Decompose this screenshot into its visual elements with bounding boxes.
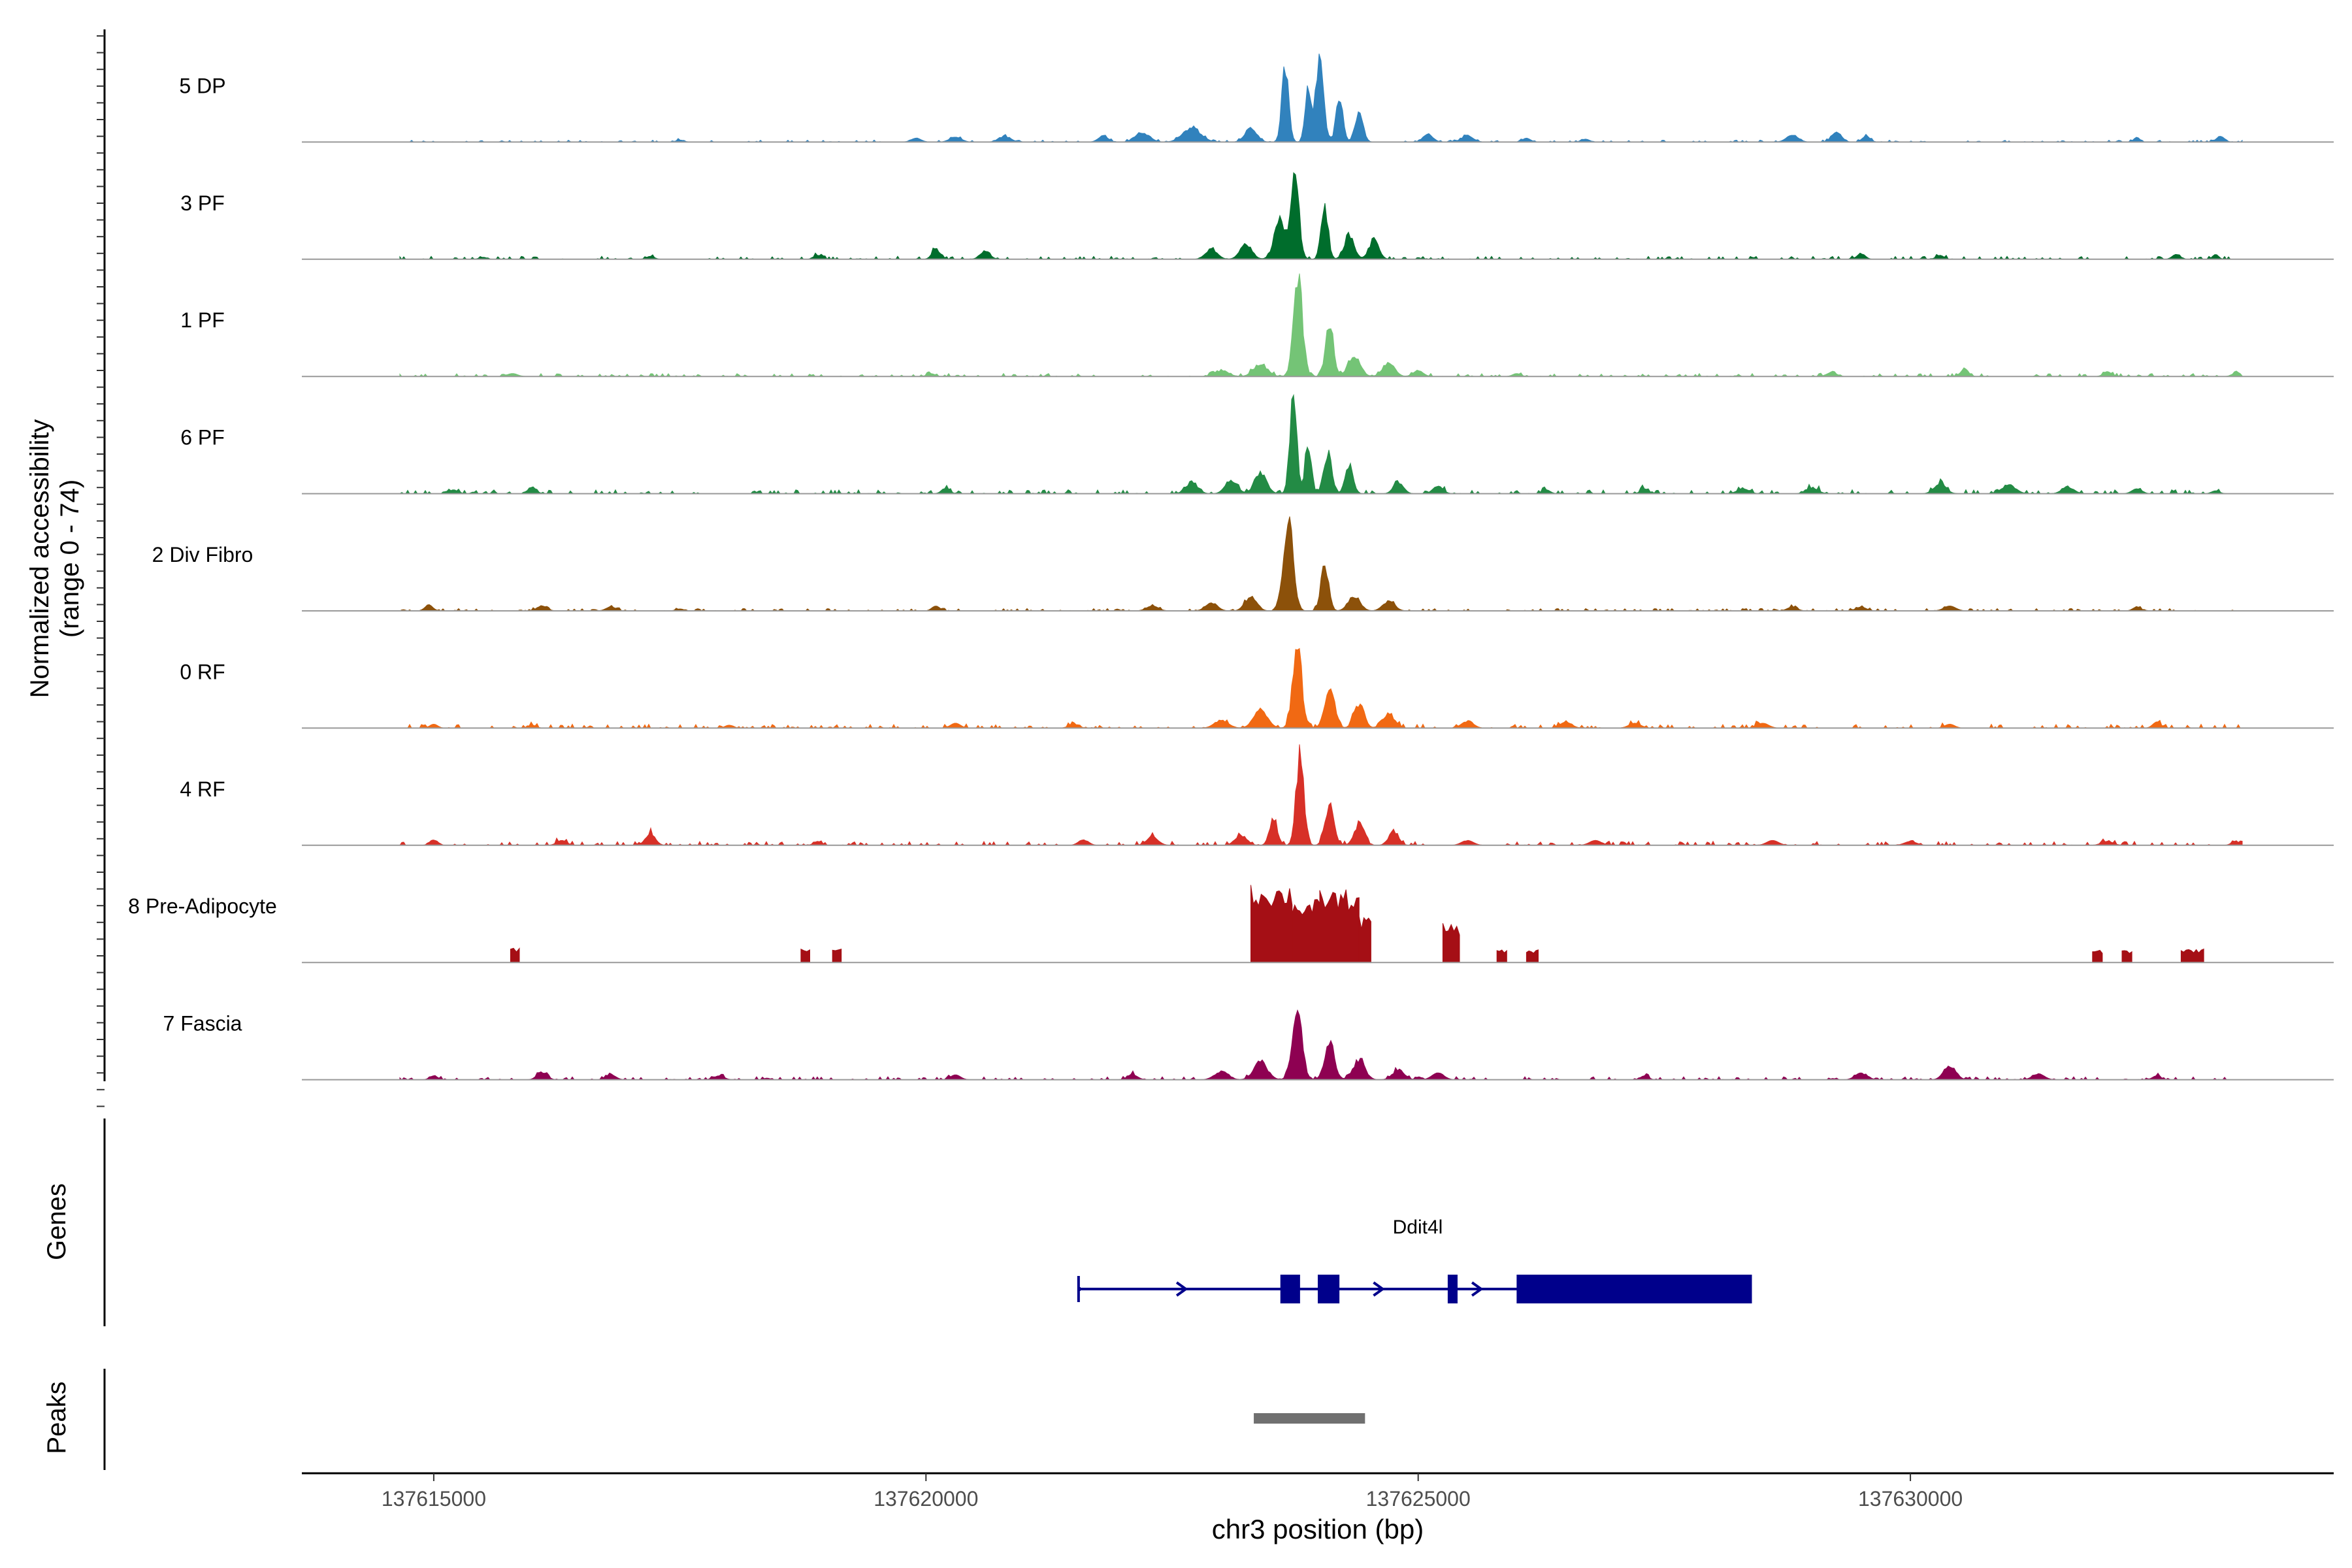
track-1-pf: 1 PF xyxy=(180,273,2334,378)
x-tick-label: 137615000 xyxy=(382,1487,486,1511)
peaks-panel: Peaks xyxy=(42,1369,1365,1470)
track-7-fascia: 7 Fascia xyxy=(163,1009,2334,1081)
gene-model-ddit4l xyxy=(1077,1275,1752,1303)
coverage-area-4-rf xyxy=(399,744,2243,846)
x-axis-title: chr3 position (bp) xyxy=(1212,1514,1424,1544)
track-3-pf: 3 PF xyxy=(180,172,2334,260)
coverage-area-8-pre-adipocyte xyxy=(510,885,2204,963)
track-4-rf: 4 RF xyxy=(180,744,2334,846)
gene-exon xyxy=(1516,1275,1752,1303)
track-label-0-rf: 0 RF xyxy=(180,660,225,683)
gene-exon xyxy=(1447,1275,1458,1303)
gene-strand-arrow xyxy=(1471,1281,1484,1297)
track-label-7-fascia: 7 Fascia xyxy=(163,1012,242,1036)
gene-exon xyxy=(1078,1287,1081,1291)
x-tick-label: 137630000 xyxy=(1858,1487,1963,1511)
gene-name-label: Ddit4l xyxy=(1393,1217,1443,1238)
x-axis: 137615000 137620000 137625000 137630000 chr… xyxy=(302,1472,2334,1544)
coverage-axis xyxy=(97,29,106,1107)
peak-region xyxy=(1254,1413,1365,1424)
x-tick-label: 137620000 xyxy=(874,1487,978,1511)
peaks-track-label: Peaks xyxy=(42,1381,71,1454)
track-6-pf: 6 PF xyxy=(180,393,2334,495)
track-5-dp: 5 DP xyxy=(179,54,2334,143)
x-tick-label: 137625000 xyxy=(1366,1487,1471,1511)
y-axis-label: Normalized accessibility xyxy=(25,419,54,698)
track-label-3-pf: 3 PF xyxy=(180,191,225,215)
track-label-4-rf: 4 RF xyxy=(180,777,225,801)
coverage-area-7-fascia xyxy=(399,1009,2242,1081)
track-label-6-pf: 6 PF xyxy=(180,426,225,449)
track-label-2-div-fibro: 2 Div Fibro xyxy=(152,543,253,566)
y-axis-label-range: (range 0 - 74) xyxy=(56,480,84,638)
gene-strand-arrow xyxy=(1373,1281,1385,1297)
genes-panel: Genes Ddit4l xyxy=(42,1119,1752,1326)
gene-strand-arrow xyxy=(1175,1281,1188,1297)
genes-track-label: Genes xyxy=(42,1183,71,1260)
track-2-div-fibro: 2 Div Fibro xyxy=(152,516,2334,612)
track-label-1-pf: 1 PF xyxy=(180,308,225,332)
track-label-5-dp: 5 DP xyxy=(179,74,225,97)
track-label-8-pre-adipocyte: 8 Pre-Adipocyte xyxy=(128,894,277,918)
gene-exon xyxy=(1318,1275,1340,1303)
coverage-tracks: 5 DP 3 PF 1 PF 6 PF 2 Div Fibro 0 RF 4 RF 8 Pre… xyxy=(128,54,2334,1081)
track-8-pre-adipocyte: 8 Pre-Adipocyte xyxy=(128,885,2334,964)
gene-exon xyxy=(1280,1275,1300,1303)
track-0-rf: 0 RF xyxy=(180,647,2334,729)
